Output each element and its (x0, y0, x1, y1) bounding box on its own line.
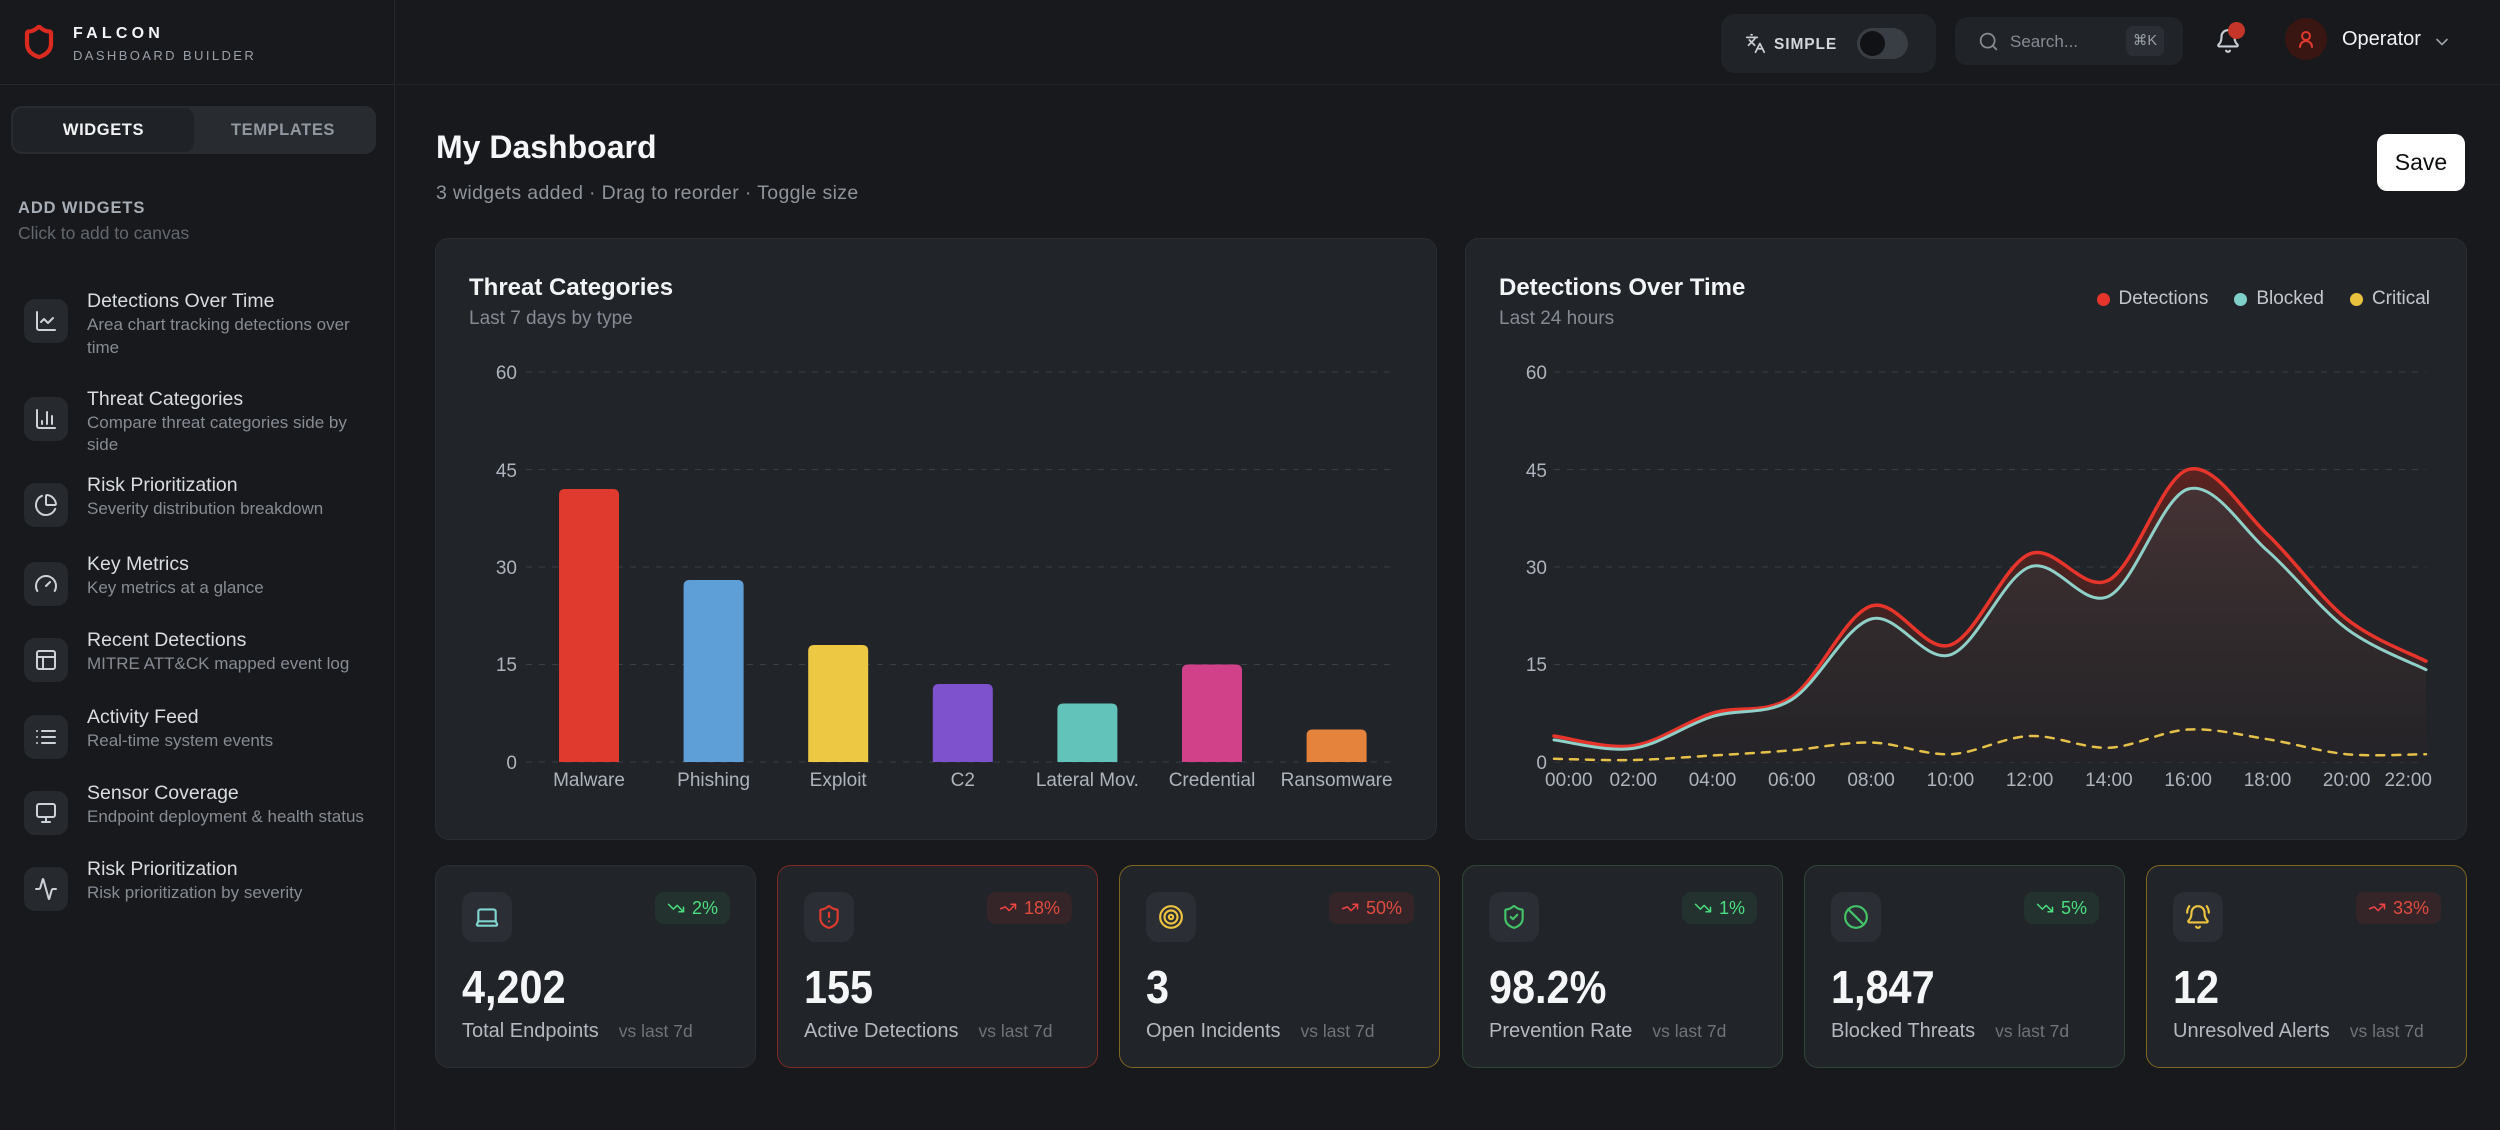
svg-text:Malware: Malware (553, 770, 625, 791)
svg-text:04:00: 04:00 (1689, 770, 1737, 791)
svg-text:18:00: 18:00 (2244, 770, 2292, 791)
svg-text:10:00: 10:00 (1927, 770, 1975, 791)
svg-text:0: 0 (1536, 753, 1547, 774)
svg-text:20:00: 20:00 (2323, 770, 2371, 791)
svg-text:00:00: 00:00 (1545, 770, 1593, 791)
svg-text:45: 45 (1526, 461, 1547, 482)
svg-text:30: 30 (496, 558, 517, 579)
svg-text:Credential: Credential (1169, 770, 1256, 791)
svg-text:Phishing: Phishing (677, 770, 750, 791)
svg-text:Ransomware: Ransomware (1281, 770, 1393, 791)
svg-text:Exploit: Exploit (810, 770, 868, 791)
svg-text:15: 15 (496, 655, 517, 676)
svg-text:06:00: 06:00 (1768, 770, 1816, 791)
svg-text:12:00: 12:00 (2006, 770, 2054, 791)
svg-text:14:00: 14:00 (2085, 770, 2133, 791)
svg-text:02:00: 02:00 (1610, 770, 1658, 791)
svg-text:15: 15 (1526, 655, 1547, 676)
svg-text:Lateral Mov.: Lateral Mov. (1036, 770, 1139, 791)
svg-text:60: 60 (1526, 363, 1547, 384)
svg-text:C2: C2 (951, 770, 975, 791)
svg-text:16:00: 16:00 (2164, 770, 2212, 791)
svg-text:45: 45 (496, 461, 517, 482)
svg-text:0: 0 (506, 753, 517, 774)
svg-text:30: 30 (1526, 558, 1547, 579)
svg-text:60: 60 (496, 363, 517, 384)
svg-text:08:00: 08:00 (1847, 770, 1895, 791)
svg-text:22:00: 22:00 (2384, 770, 2432, 791)
